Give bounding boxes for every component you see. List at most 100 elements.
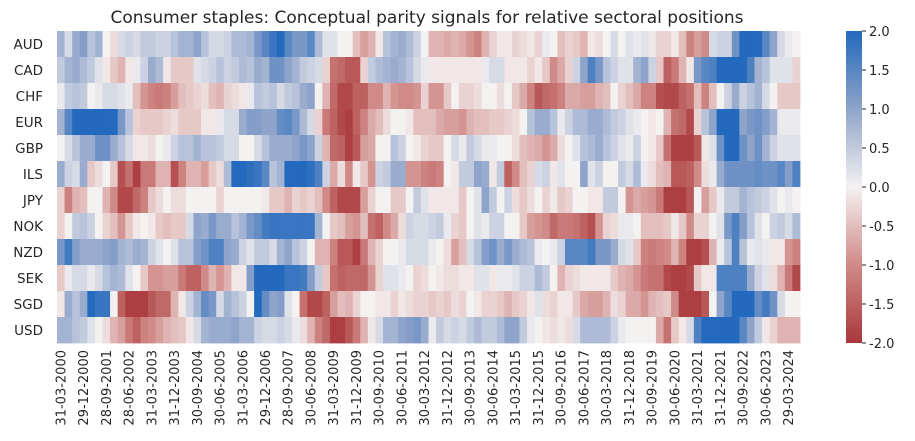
heatmap-cell [542, 291, 551, 318]
heatmap-cell [269, 83, 278, 110]
heatmap-cell [390, 135, 399, 162]
heatmap-cell [231, 31, 240, 58]
heatmap-cell [420, 135, 429, 162]
heatmap-cell [511, 213, 520, 240]
heatmap-cell [367, 57, 376, 84]
heatmap-cell [458, 31, 467, 58]
heatmap-cell [94, 317, 103, 344]
heatmap-cell [625, 239, 634, 266]
heatmap-cell [102, 291, 111, 318]
heatmap-cell [314, 213, 323, 240]
heatmap-cell [640, 317, 649, 344]
heatmap-cell [633, 31, 642, 58]
heatmap-cell [587, 291, 596, 318]
heatmap-cell [678, 57, 687, 84]
heatmap-cell [633, 161, 642, 188]
heatmap-cell [352, 187, 361, 214]
heatmap-cell [413, 187, 422, 214]
heatmap-cell [640, 239, 649, 266]
heatmap-cell [746, 213, 755, 240]
heatmap-cell [216, 239, 225, 266]
heatmap-cell [163, 187, 172, 214]
heatmap-cell [655, 213, 664, 240]
x-tick-label: 30-09-2019 [646, 350, 661, 426]
row-label: JPY [22, 193, 44, 209]
heatmap-cell [595, 57, 604, 84]
heatmap-cell [345, 239, 354, 266]
heatmap-cell [724, 57, 733, 84]
heatmap-cell [307, 31, 316, 58]
heatmap-cell [254, 135, 263, 162]
heatmap-cell [276, 83, 285, 110]
heatmap-cell [451, 265, 460, 292]
heatmap-cell [731, 317, 740, 344]
heatmap-cell [587, 31, 596, 58]
heatmap-cell [254, 57, 263, 84]
heatmap-cell [337, 317, 346, 344]
heatmap-cell [625, 265, 634, 292]
heatmap-cell [671, 31, 680, 58]
heatmap-cell [337, 239, 346, 266]
heatmap-cell [489, 187, 498, 214]
heatmap-cell [147, 265, 156, 292]
heatmap-cell [511, 187, 520, 214]
heatmap-cell [678, 109, 687, 136]
heatmap-cell [94, 135, 103, 162]
heatmap-cell [383, 239, 391, 266]
heatmap-cell [246, 109, 255, 136]
heatmap-cell [602, 83, 611, 110]
heatmap-cell [360, 83, 369, 110]
heatmap-cell [473, 83, 482, 110]
x-tick-label: 30-03-2018 [600, 350, 615, 426]
heatmap-cell [208, 57, 217, 84]
heatmap-cell [557, 83, 566, 110]
heatmap-cell [693, 161, 702, 188]
heatmap-cell [276, 135, 285, 162]
heatmap-cell [329, 239, 338, 266]
heatmap-cell [64, 317, 73, 344]
heatmap-cell [64, 109, 73, 136]
heatmap-cell [329, 161, 338, 188]
heatmap-cell [724, 239, 733, 266]
heatmap-cell [542, 57, 551, 84]
x-tick-label: 31-12-2021 [714, 350, 729, 426]
heatmap-cell [284, 135, 293, 162]
heatmap-cell [754, 31, 763, 58]
heatmap-cell [686, 187, 695, 214]
heatmap-cell [481, 265, 490, 292]
heatmap-cell [451, 83, 460, 110]
heatmap-cell [663, 135, 672, 162]
x-tick-label: 30-03-2012 [418, 350, 433, 426]
heatmap-cell [383, 291, 391, 318]
heatmap-cell [663, 83, 672, 110]
heatmap-cell [314, 109, 323, 136]
heatmap-cell [72, 83, 81, 110]
colorbar-tick-label: 0.5 [869, 142, 890, 157]
heatmap-cell [769, 161, 778, 188]
heatmap-cell [413, 317, 422, 344]
heatmap-cell [663, 57, 672, 84]
heatmap-cell [443, 187, 452, 214]
x-tick-label: 30-09-2004 [191, 350, 206, 426]
heatmap-cell [618, 83, 627, 110]
heatmap-cell [163, 109, 172, 136]
heatmap-cell [360, 161, 369, 188]
heatmap-cell [147, 317, 156, 344]
heatmap-cell [504, 83, 513, 110]
heatmap-cell [557, 187, 566, 214]
heatmap-cell [261, 135, 270, 162]
heatmap-cell [428, 31, 437, 58]
heatmap-cell [473, 135, 482, 162]
heatmap-cell [792, 83, 801, 110]
heatmap-cell [701, 83, 710, 110]
heatmap-cell [564, 161, 573, 188]
heatmap-cell [701, 135, 710, 162]
heatmap-cell [709, 109, 718, 136]
heatmap-cell [784, 83, 793, 110]
heatmap-cell [671, 135, 680, 162]
heatmap-cell [147, 57, 156, 84]
heatmap-cell [451, 239, 460, 266]
heatmap-cell [140, 83, 149, 110]
heatmap-cell [473, 317, 482, 344]
heatmap-cell [610, 57, 619, 84]
